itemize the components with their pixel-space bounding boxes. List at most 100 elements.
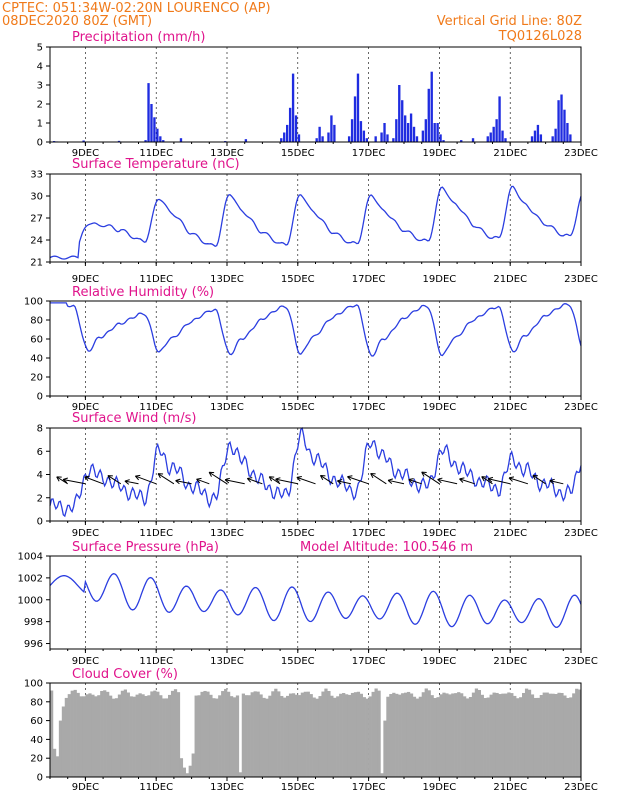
cloud-bar (489, 694, 493, 777)
cloud-x-tick-label: 19DEC (423, 782, 457, 793)
cloud-x-tick-label: 9DEC (72, 782, 99, 793)
cloud-bar (135, 694, 139, 777)
temperature-x-tick-label: 11DEC (139, 274, 173, 285)
temperature-y-tick-label: 24 (30, 236, 43, 247)
cloud-bar (111, 698, 116, 777)
cloud-bar (406, 691, 411, 777)
temperature-x-tick-label: 15DEC (281, 274, 315, 285)
cloud-bar (185, 773, 189, 777)
cloud-bar (359, 693, 363, 777)
precip-bar (327, 132, 330, 142)
pressure-x-tick-label: 19DEC (423, 656, 457, 667)
cloud-bar (91, 694, 95, 777)
cloud-x-tick-label: 17DEC (352, 782, 386, 793)
precip-bar (162, 140, 165, 142)
cloud-bar (114, 698, 119, 777)
cloud-bar (138, 693, 142, 777)
cloud-y-tick-label: 100 (24, 679, 43, 690)
humidity-panel: Relative Humidity (%) 9DEC 11DEC 13DEC 15DEC… (24, 285, 598, 413)
cloud-bar (200, 691, 204, 777)
precipitation-x-tick-label: 23DEC (564, 148, 598, 159)
precip-bar (398, 85, 401, 142)
wind-frame (49, 427, 582, 522)
cloud-bar (206, 691, 210, 777)
cloud-bar (471, 692, 476, 777)
cloud-bar (389, 694, 393, 777)
cloud-bar (409, 693, 414, 777)
cloud-bar (55, 756, 60, 777)
precip-bar (153, 117, 156, 142)
cloud-bar (554, 693, 558, 777)
cloud-bar (67, 694, 71, 777)
temperature-x-tick-label: 13DEC (210, 274, 244, 285)
wind-vector (337, 480, 352, 485)
cloud-bar (141, 694, 145, 777)
cloud-bar (560, 692, 564, 777)
wind-vector-head (107, 475, 113, 481)
cloud-bar (106, 691, 110, 777)
cloud-bar (188, 765, 192, 777)
precipitation-title: Precipitation (mm/h) (72, 30, 205, 45)
wind-vector-head (370, 472, 376, 479)
wind-x-tick-label: 19DEC (423, 528, 457, 539)
precip-bar (297, 134, 301, 142)
wind-vector (320, 475, 334, 485)
cloud-bar (439, 694, 443, 777)
cloud-bar (424, 688, 428, 777)
cloud-bar (283, 697, 287, 777)
cloud-bar (61, 706, 66, 777)
temperature-x-tick-label: 9DEC (72, 274, 99, 285)
cloud-bar (256, 691, 260, 777)
pressure-x-tick-label: 9DEC (72, 656, 99, 667)
wind-vector-head (134, 474, 141, 481)
cloud-bar (442, 692, 446, 777)
cloud-y-tick-label: 60 (30, 716, 43, 727)
wind-y-tick-label: 8 (37, 424, 43, 435)
temperature-y-tick-label: 21 (30, 258, 43, 269)
cloud-bar (144, 695, 148, 777)
wind-vector-head (319, 474, 326, 481)
humidity-y-tick-label: 40 (30, 354, 43, 365)
cloud-x-tick-label: 23DEC (564, 782, 598, 793)
wind-vector (157, 473, 175, 485)
header-date: 08DEC2020 80Z (GMT) (2, 14, 152, 29)
temperature-x-tick-label: 21DEC (493, 274, 527, 285)
wind-vector (549, 480, 564, 485)
cloud-bar (58, 720, 63, 777)
precip-bar (501, 130, 504, 142)
cloud-bar (374, 688, 378, 777)
cloud-bar (448, 694, 452, 777)
pressure-frame (49, 555, 582, 650)
precip-bar (486, 136, 489, 142)
wind-vector-head (408, 478, 414, 484)
precip-bar (536, 124, 540, 142)
cloud-bar (262, 697, 266, 777)
cloud-bar (280, 695, 284, 777)
cloud-bar (73, 689, 77, 777)
cloud-bar (401, 693, 405, 777)
humidity-x-tick-label: 21DEC (493, 402, 527, 413)
wind-vector (196, 478, 210, 485)
cloud-bar (327, 691, 331, 777)
temperature-y-tick-label: 30 (30, 192, 43, 203)
precipitation-x-tick-label: 19DEC (423, 148, 457, 159)
wind-vector (175, 480, 192, 485)
precipitation-y-tick-label: 1 (37, 119, 43, 130)
cloud-bar (436, 697, 440, 777)
wind-vector-head (175, 478, 181, 485)
precip-bar (442, 140, 445, 142)
wind-vector (268, 476, 281, 485)
precip-bar (380, 132, 383, 142)
cloud-bar (572, 693, 576, 777)
pressure-y-tick-label: 1000 (18, 595, 43, 606)
temperature-y-tick-label: 33 (30, 170, 43, 181)
precip-bar (159, 136, 162, 142)
cloud-bar (300, 692, 304, 777)
cloud-bar (427, 690, 431, 777)
cloud-bar (477, 690, 481, 777)
precip-bar (439, 134, 442, 142)
cloud-bar (265, 698, 269, 777)
precip-bar (291, 73, 295, 142)
cloud-bar (303, 691, 307, 777)
pressure-x-tick-label: 13DEC (210, 656, 244, 667)
